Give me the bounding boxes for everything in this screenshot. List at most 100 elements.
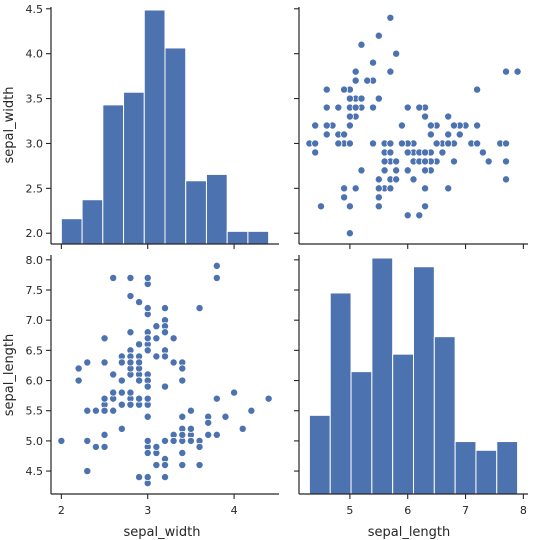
scatter-point	[357, 40, 366, 49]
scatter-point	[212, 430, 221, 439]
histogram-bar	[308, 414, 331, 495]
scatter-point	[152, 442, 161, 451]
scatter-point	[160, 352, 169, 361]
histogram-bar	[392, 353, 415, 495]
scatter-point	[392, 49, 401, 58]
scatter-point	[160, 382, 169, 391]
scatter-point	[109, 406, 118, 415]
y-tick-label: 5.0	[26, 435, 44, 448]
scatter-point	[135, 298, 144, 307]
scatter-point	[351, 76, 360, 85]
scatter-point	[484, 157, 493, 166]
scatter-point	[74, 376, 83, 385]
scatter-point	[160, 328, 169, 337]
scatter-point	[221, 412, 230, 421]
scatter-point	[135, 394, 144, 403]
scatter-point	[473, 85, 482, 94]
scatter-point	[169, 358, 178, 367]
scatter-point	[421, 202, 430, 211]
y-tick-label: 4.5	[26, 3, 44, 16]
scatter-point	[311, 139, 320, 148]
scatter-point	[212, 273, 221, 282]
histogram-bar	[102, 104, 125, 245]
scatter-point	[386, 139, 395, 148]
scatter-point	[426, 121, 435, 130]
scatter-point	[126, 328, 135, 337]
scatter-point	[311, 148, 320, 157]
histogram-bar	[475, 449, 498, 495]
scatter-point	[135, 473, 144, 482]
scatter-point	[473, 139, 482, 148]
scatter-point	[421, 148, 430, 157]
scatter-point	[143, 304, 152, 313]
scatter-point	[100, 394, 109, 403]
scatter-point	[230, 388, 239, 397]
subplot-hist-sepal-width: 2.0 2.5 3.0 3.5 4.0 4.5 sepal_width	[2, 3, 279, 249]
scatter-point	[135, 340, 144, 349]
x-axis-label-sepal-length: sepal_length	[368, 525, 451, 540]
y-tick-label: 7.0	[26, 314, 44, 327]
scatter-point	[455, 130, 464, 139]
scatter-point	[340, 130, 349, 139]
subplot-scatter-length-vs-width	[294, 7, 528, 249]
scatter-point	[100, 334, 109, 343]
scatter-point	[109, 273, 118, 282]
scatter-point	[449, 157, 458, 166]
scatter-point	[178, 461, 187, 470]
scatter-point	[444, 184, 453, 193]
scatter-point	[334, 139, 343, 148]
histogram-bar	[496, 441, 519, 495]
y-tick-label: 5.5	[26, 405, 44, 418]
scatter-point	[83, 467, 92, 476]
scatter-point	[143, 412, 152, 421]
scatter-point	[143, 436, 152, 445]
scatter-point	[195, 442, 204, 451]
x-tick-label: 7	[462, 504, 469, 517]
scatter-point	[152, 461, 161, 470]
histogram-bar	[454, 441, 477, 495]
scatter-point	[152, 334, 161, 343]
scatter-point	[178, 430, 187, 439]
scatter-point	[91, 442, 100, 451]
scatter-point	[345, 139, 354, 148]
scatter-point	[117, 388, 126, 397]
scatter-point	[415, 211, 424, 220]
histogram-bar	[81, 199, 104, 245]
scatter-point	[195, 304, 204, 313]
scatter-point	[374, 202, 383, 211]
scatter-point	[322, 130, 331, 139]
scatter-point	[403, 211, 412, 220]
scatter-point	[345, 202, 354, 211]
scatter-point	[369, 139, 378, 148]
scatter-point	[340, 193, 349, 202]
scatter-point	[421, 184, 430, 193]
scatter-point	[117, 400, 126, 409]
scatter-point	[238, 424, 247, 433]
scatter-point	[334, 103, 343, 112]
x-axis-label-sepal-width: sepal_width	[124, 525, 201, 540]
scatter-point	[374, 94, 383, 103]
scatter-point	[473, 121, 482, 130]
scatter-point	[212, 394, 221, 403]
y-tick-label: 2.5	[26, 182, 44, 195]
x-tick-label: 5	[346, 504, 353, 517]
scatter-point	[386, 67, 395, 76]
scatter-point	[126, 400, 135, 409]
scatter-point	[357, 166, 366, 175]
histogram-bar	[164, 47, 187, 245]
scatter-point	[117, 424, 126, 433]
scatter-point	[143, 394, 152, 403]
scatter-point	[380, 157, 389, 166]
scatter-point	[363, 76, 372, 85]
scatter-point	[126, 273, 135, 282]
scatter-point	[502, 157, 511, 166]
scatter-point	[160, 436, 169, 445]
scatter-point	[204, 430, 213, 439]
y-tick-label: 2.0	[26, 227, 44, 240]
y-tick-label: 4.5	[26, 465, 44, 478]
scatter-point	[374, 193, 383, 202]
scatter-point	[502, 139, 511, 148]
scatter-point	[345, 121, 354, 130]
scatter-point	[357, 94, 366, 103]
scatter-point	[386, 148, 395, 157]
